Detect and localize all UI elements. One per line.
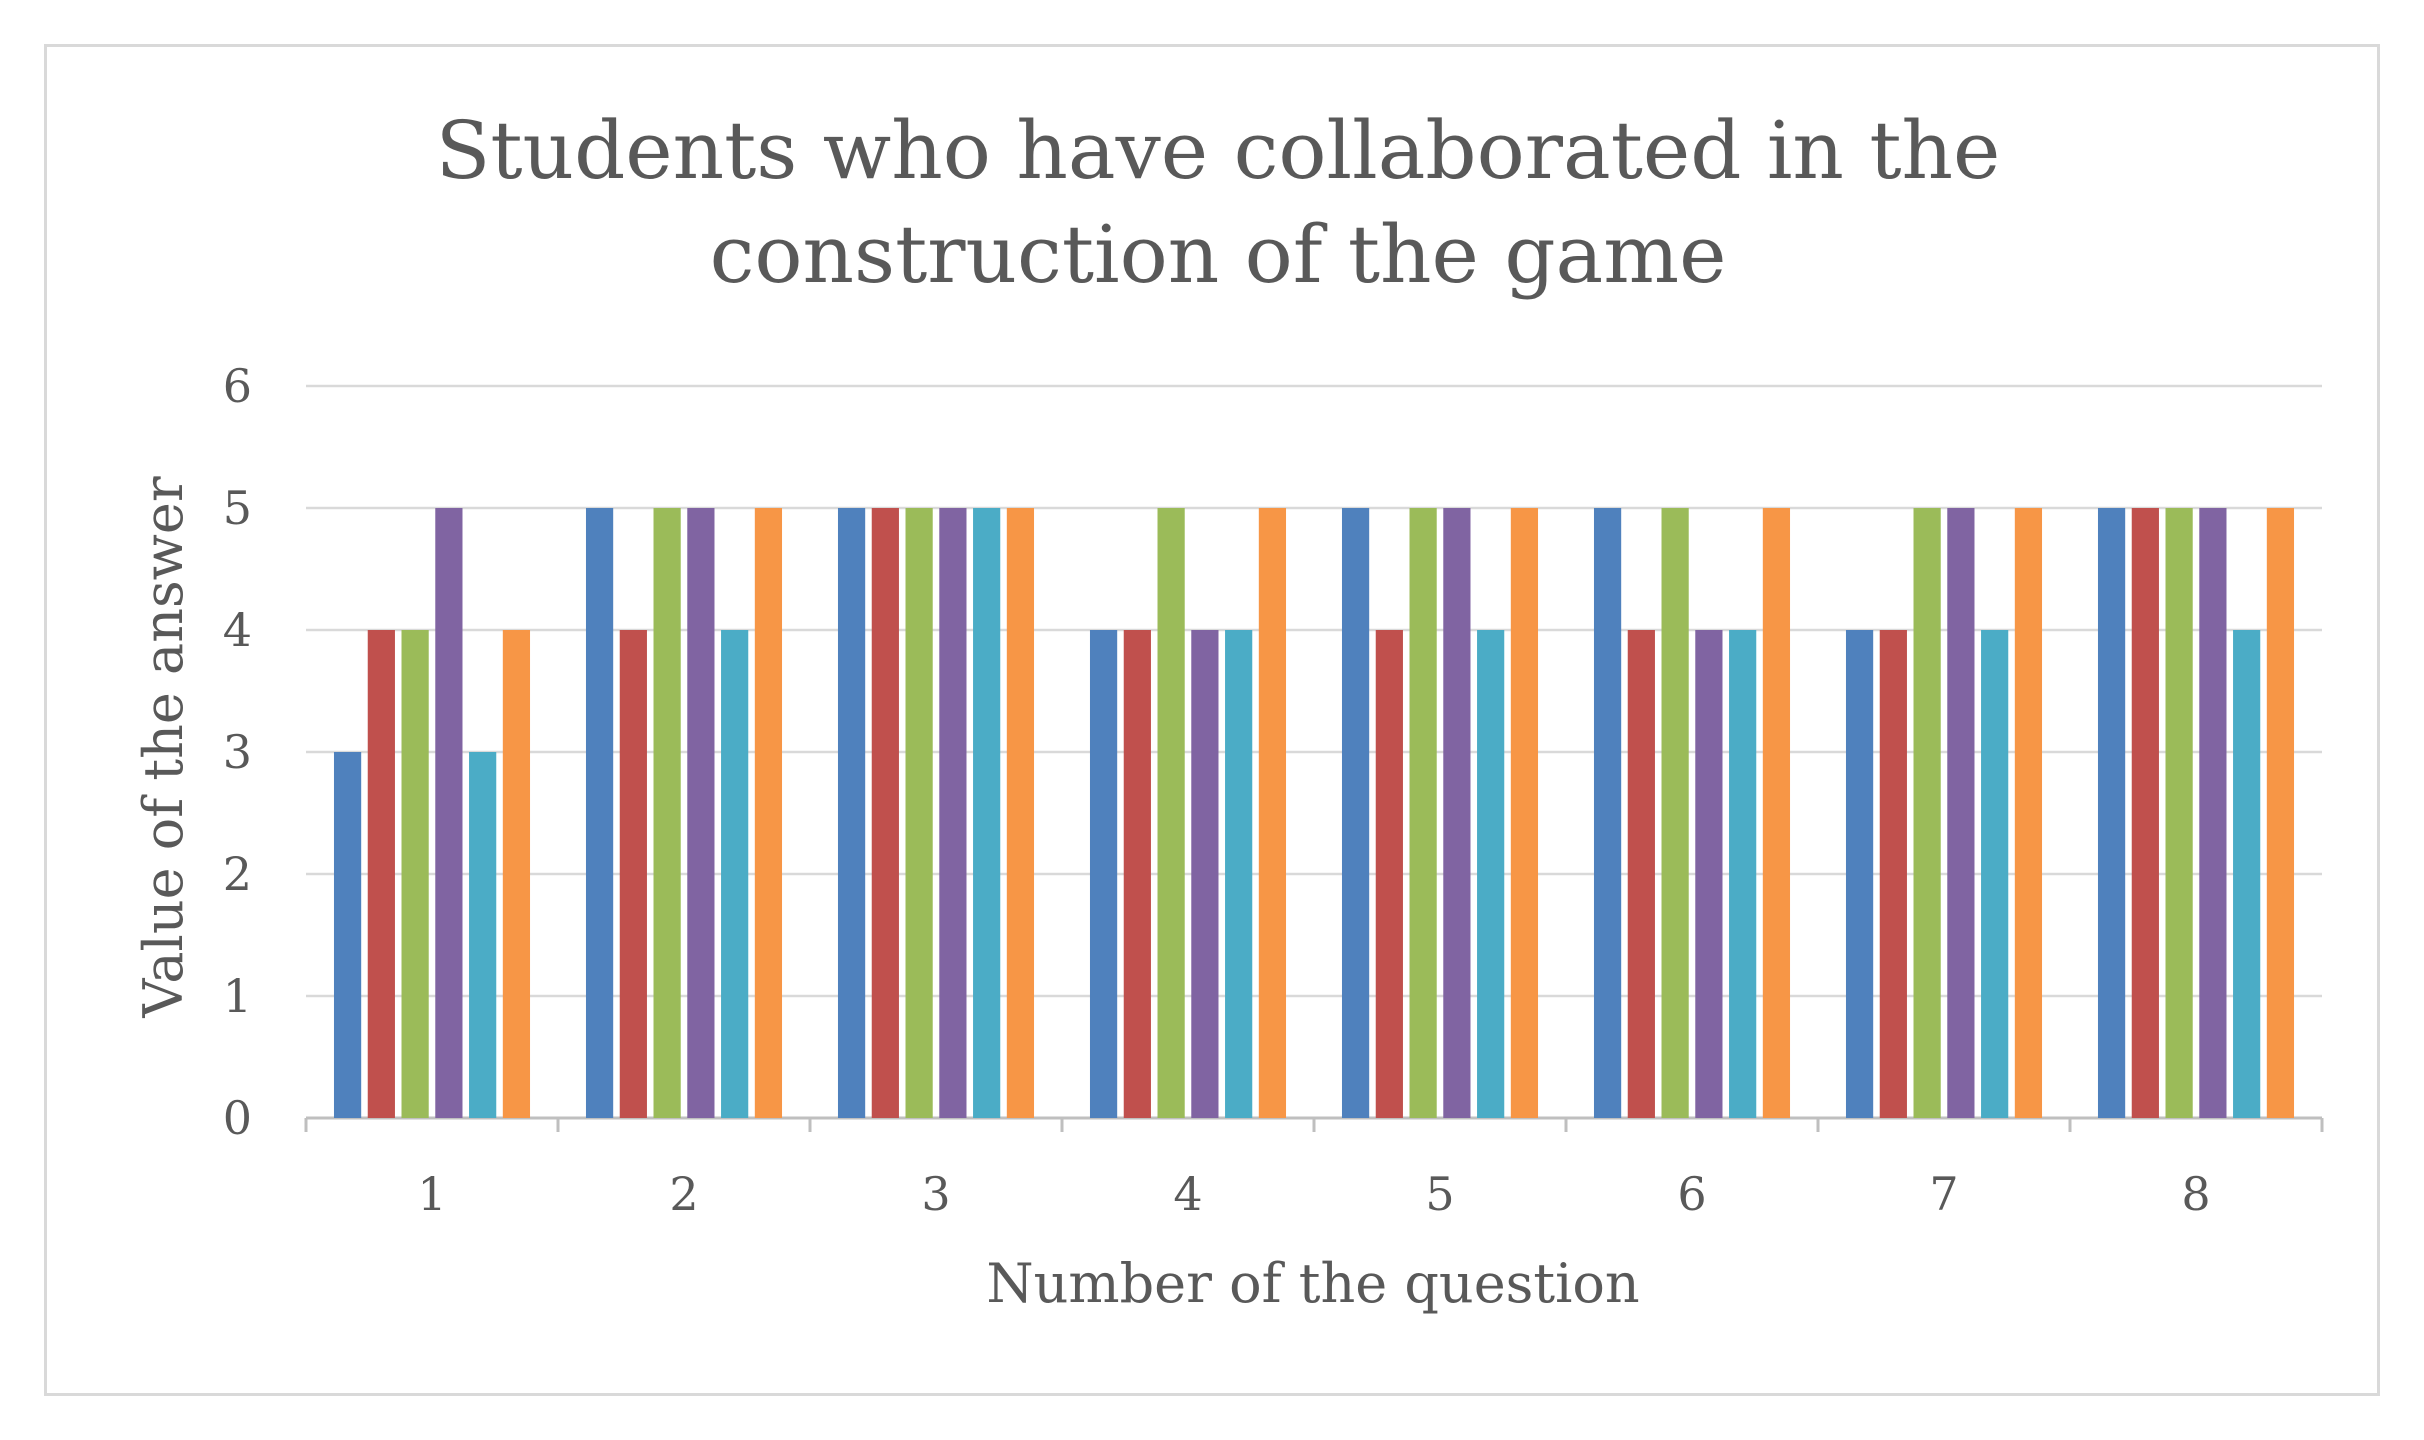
bar-q1-s4 — [435, 508, 463, 1118]
y-tick-label: 5 — [223, 481, 252, 535]
x-tick-label: 8 — [2181, 1167, 2210, 1221]
bar-q6-s1 — [1593, 508, 1622, 1118]
bar-q3-s3 — [905, 508, 933, 1118]
bar-q8-s1 — [2097, 508, 2126, 1118]
bar-q4-s3 — [1157, 508, 1185, 1118]
x-tick-label: 5 — [1425, 1167, 1454, 1221]
bar-q5-s2 — [1375, 630, 1403, 1118]
bar-q1-s2 — [367, 630, 395, 1118]
bar-q7-s4 — [1947, 508, 1975, 1118]
bar-q8-s3 — [2165, 508, 2193, 1118]
bar-q2-s6 — [754, 508, 783, 1118]
bar-q4-s5 — [1225, 630, 1253, 1118]
bar-q6-s6 — [1762, 508, 1791, 1118]
bar-q7-s3 — [1913, 508, 1941, 1118]
x-tick-label: 4 — [1173, 1167, 1202, 1221]
bar-q1-s1 — [333, 752, 362, 1118]
x-tick-label: 3 — [921, 1167, 950, 1221]
bar-q4-s6 — [1258, 508, 1287, 1118]
bar-q1-s3 — [401, 630, 429, 1118]
bar-q8-s4 — [2199, 508, 2227, 1118]
y-tick-label: 3 — [223, 725, 252, 779]
bar-q2-s5 — [721, 630, 749, 1118]
bar-q3-s6 — [1006, 508, 1035, 1118]
bar-q6-s5 — [1729, 630, 1757, 1118]
bar-q7-s2 — [1879, 630, 1907, 1118]
bars — [333, 508, 2295, 1118]
chart-title-line-2: construction of the game — [710, 208, 1727, 301]
bar-q5-s6 — [1510, 508, 1539, 1118]
bar-q2-s4 — [687, 508, 715, 1118]
x-tick-label: 1 — [417, 1167, 446, 1221]
bar-q2-s1 — [585, 508, 614, 1118]
bar-q3-s4 — [939, 508, 967, 1118]
y-axis-label: Value of the answer — [132, 476, 195, 1019]
bar-q7-s6 — [2014, 508, 2043, 1118]
bar-q8-s6 — [2266, 508, 2295, 1118]
bar-q6-s3 — [1661, 508, 1689, 1118]
bar-q5-s4 — [1443, 508, 1471, 1118]
bar-q3-s5 — [973, 508, 1001, 1118]
y-axis-ticks: 0 1 2 3 4 5 6 — [223, 359, 252, 1145]
bar-q4-s1 — [1089, 630, 1118, 1118]
bar-q2-s3 — [653, 508, 681, 1118]
bar-q5-s5 — [1477, 630, 1505, 1118]
x-tick-label: 6 — [1677, 1167, 1706, 1221]
y-tick-label: 4 — [223, 603, 252, 657]
bar-q2-s2 — [619, 630, 647, 1118]
bar-q3-s2 — [871, 508, 899, 1118]
bar-q8-s2 — [2131, 508, 2159, 1118]
bar-q6-s4 — [1695, 630, 1723, 1118]
y-tick-label: 6 — [223, 359, 252, 413]
x-axis-ticks: 1 2 3 4 5 6 7 8 — [417, 1167, 2210, 1221]
x-tick-label: 7 — [1929, 1167, 1958, 1221]
x-axis-label: Number of the question — [986, 1252, 1639, 1315]
x-tick-label: 2 — [669, 1167, 698, 1221]
bar-q4-s2 — [1123, 630, 1151, 1118]
bar-q8-s5 — [2233, 630, 2261, 1118]
bar-q7-s1 — [1845, 630, 1874, 1118]
bar-q5-s1 — [1341, 508, 1370, 1118]
bar-q1-s6 — [502, 630, 531, 1118]
y-tick-label: 2 — [223, 847, 252, 901]
bar-q7-s5 — [1981, 630, 2009, 1118]
y-tick-label: 0 — [223, 1091, 252, 1145]
y-tick-label: 1 — [223, 969, 252, 1023]
chart-title-line-1: Students who have collaborated in the — [436, 104, 2001, 197]
bar-q3-s1 — [837, 508, 866, 1118]
bar-q6-s2 — [1627, 630, 1655, 1118]
bar-q4-s4 — [1191, 630, 1219, 1118]
bar-q5-s3 — [1409, 508, 1437, 1118]
bar-q1-s5 — [469, 752, 497, 1118]
